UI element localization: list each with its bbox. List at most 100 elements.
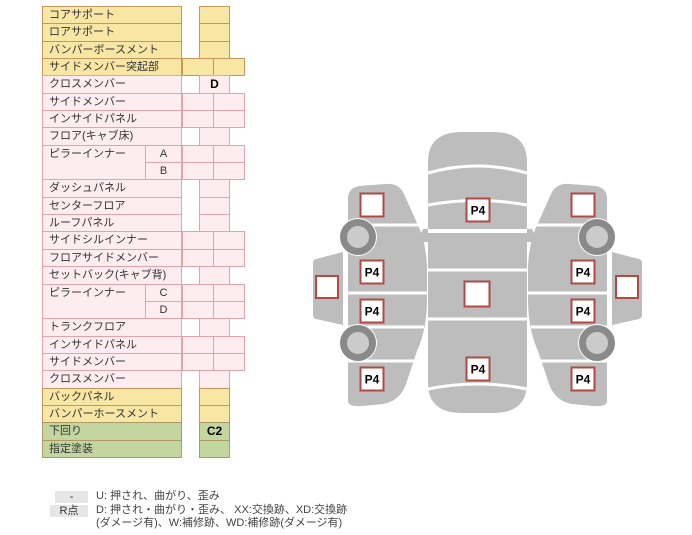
status-cells [182,92,245,112]
status-cell [182,352,214,372]
part-label: クロスメンバー [42,75,182,94]
damage-marker-left-front-fender [359,192,385,218]
status-cell [199,370,230,389]
table-row: サイドシルインナー [42,231,245,250]
part-label: セットバック(キャブ背) [42,266,182,285]
table-row: サイドメンバー突起部 [42,58,245,77]
status-cells [182,144,245,164]
part-label: コアサポート [42,6,182,25]
part-label: ピラーインナー [42,283,146,320]
damage-marker-label: P4 [365,305,380,319]
status-cells [199,40,230,60]
table-sub-row: C [145,283,245,302]
part-label: フロア(キャブ床) [42,127,182,146]
status-cells: D [199,75,230,94]
status-cell [213,58,245,77]
sub-label: B [145,162,182,181]
table-row-group: ピラーインナー C D [42,283,245,320]
table-row: サイドメンバー [42,92,245,112]
part-label: サイドメンバー [42,92,182,112]
damage-marker-label: P4 [576,305,591,319]
part-label: バンパーボースメント [42,40,182,60]
legend: - U: 押され、曲がり、歪み R点 D: 押され・曲がり・歪み、 XX:交換跡… [50,490,347,531]
damage-marker-left-rear-fender [359,366,385,392]
status-cells [182,58,245,77]
status-cell [182,231,214,250]
part-label: ピラーインナー [42,144,146,181]
status-cell [213,92,245,112]
damage-marker-right-rear-door [570,298,596,324]
status-cell [199,179,230,198]
damage-marker-left-end [315,275,339,299]
rear-wheel-icon [339,324,377,362]
table-row: クロスメンバー D [42,75,245,94]
table-row: センターフロア [42,196,245,216]
part-label: サイドメンバー [42,352,182,372]
part-label: 指定塗装 [42,439,182,458]
damage-marker-label: P4 [471,363,486,377]
legend-row-u: - U: 押され、曲がり、歪み [50,490,347,504]
part-label: サイドシルインナー [42,231,182,250]
damage-marker-top-windshield [465,197,491,223]
status-cells [182,352,245,372]
legend-text-continued: (ダメージ有)、W:補修跡、WD:補修跡(ダメージ有) [96,517,343,529]
part-label: センターフロア [42,196,182,216]
part-label: ロアサポート [42,23,182,42]
status-cell [213,162,245,181]
table-row-group: ピラーインナー A B [42,144,245,181]
status-cells [199,196,230,216]
table-row: フロアサイドメンバー [42,248,245,268]
status-cells [182,283,245,302]
status-cells [182,300,245,320]
status-cell [199,23,230,42]
status-cell [213,335,245,354]
status-cell [182,283,214,302]
status-cells [199,370,230,389]
damage-marker-label: P4 [365,266,380,280]
table-row: コアサポート [42,6,245,25]
table-row: インサイドパネル [42,110,245,129]
status-cell [199,214,230,233]
status-cell [199,404,230,424]
legend-key-rpoint: R点 [50,504,88,517]
table-row: 指定塗装 [42,439,245,458]
status-cell [213,352,245,372]
status-cells [199,266,230,285]
part-label: サイドメンバー突起部 [42,58,182,77]
table-row: ロアサポート [42,23,245,42]
part-label: バックパネル [42,387,182,406]
table-row: セットバック(キャブ背) [42,266,245,285]
part-label: バンパーホースメント [42,404,182,424]
table-sub-row: D [145,300,245,320]
status-cell [213,144,245,164]
legend-text-d: D: 押され・曲がり・歪み、 XX:交換跡、XD:交換跡 [96,503,348,516]
damage-marker-left-rear-door [359,298,385,324]
part-label: クロスメンバー [42,370,182,389]
damage-marker-top-roof-center [463,280,491,308]
legend-key-dash: - [55,491,88,503]
left-mirror-icon [417,229,428,242]
damage-marker-label: P4 [576,373,591,387]
status-cell [182,110,214,129]
status-cells [182,162,245,181]
part-label: ルーフパネル [42,214,182,233]
table-row: バックパネル [42,387,245,406]
status-cell [213,231,245,250]
part-label: インサイドパネル [42,335,182,354]
part-label: フロアサイドメンバー [42,248,182,268]
status-cell [213,283,245,302]
status-cell [199,266,230,285]
part-label: トランクフロア [42,318,182,337]
sub-label: A [145,144,182,164]
damage-marker-label: P4 [471,204,486,218]
sub-label: C [145,283,182,302]
legend-text-u: U: 押され、曲がり、歪み [96,490,220,502]
status-cells [199,23,230,42]
status-cell [199,127,230,146]
status-cell [182,58,214,77]
status-cells [199,404,230,424]
status-cells [199,387,230,406]
part-label: インサイドパネル [42,110,182,129]
car-top-view [417,132,538,413]
